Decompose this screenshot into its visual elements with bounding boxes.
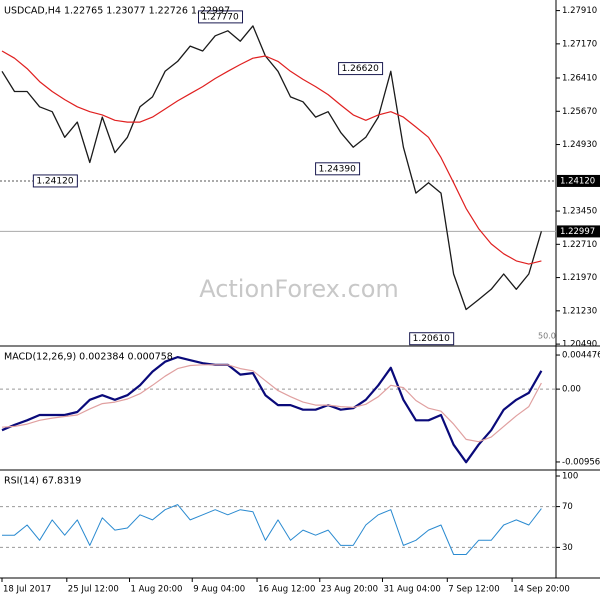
- price-tag-label: 1.24120: [560, 176, 595, 186]
- annotation-label: 1.24120: [36, 176, 73, 186]
- annotation-label: 1.26620: [342, 64, 379, 74]
- annotation-label: 1.27770: [202, 12, 239, 22]
- annotation-box: [338, 62, 384, 76]
- x-tick-label: 1 Aug 20:00: [131, 585, 183, 595]
- x-tick-label: 7 Sep 12:00: [448, 585, 499, 595]
- annotation-box: [32, 174, 78, 188]
- y-tick-label: 1.24930: [562, 140, 597, 150]
- panel-title: MACD(12,26,9) 0.002384 0.000758: [4, 352, 173, 363]
- y-tick-label: 1.26410: [562, 74, 597, 84]
- y-tick-label: 1.21970: [562, 273, 597, 283]
- series-line: [1, 25, 543, 311]
- price-tag-label: 1.22997: [560, 227, 595, 237]
- y-tick-label: 1.23450: [562, 207, 597, 217]
- panel-title: RSI(14) 67.8319: [4, 476, 81, 487]
- y-tick-label: 0.00: [562, 385, 581, 395]
- x-tick-label: 14 Sep 20:00: [513, 585, 570, 595]
- x-tick-label: 23 Aug 20:00: [321, 585, 378, 595]
- watermark: ActionForex.com: [199, 275, 399, 303]
- x-tick-label: 9 Aug 04:00: [193, 585, 245, 595]
- annotation-box: [198, 10, 244, 24]
- x-tick-label: 16 Aug 12:00: [258, 585, 315, 595]
- y-tick-label: 30: [562, 543, 573, 553]
- y-tick-label: 1.22710: [562, 240, 597, 250]
- y-tick-label: 100: [562, 472, 578, 482]
- annotation-label: 1.24390: [319, 164, 356, 174]
- series-line: [1, 50, 542, 265]
- series-line: [1, 364, 542, 443]
- y-tick-label: 1.27910: [562, 6, 597, 16]
- series-line: [1, 356, 543, 464]
- x-tick-label: 18 Jul 2017: [3, 585, 51, 595]
- y-tick-label: -0.009567: [562, 457, 600, 467]
- y-tick-label: 1.27170: [562, 39, 597, 49]
- annotation-label: 1.20610: [413, 334, 450, 344]
- x-tick-label: 25 Jul 12:00: [68, 585, 119, 595]
- price-tag: [557, 225, 600, 238]
- y-tick-label: 1.20490: [562, 340, 597, 350]
- series-line: [2, 504, 542, 555]
- price-tag: [557, 174, 600, 187]
- annotation-box: [409, 332, 455, 346]
- annotation-box: [315, 162, 361, 176]
- panel-title: USDCAD,H4 1.22765 1.23077 1.22726 1.2299…: [4, 6, 230, 17]
- y-tick-label: 1.21230: [562, 306, 597, 316]
- y-tick-label: 1.25670: [562, 107, 597, 117]
- y-tick-label: 70: [562, 502, 573, 512]
- y-tick-label: 0.004476: [562, 351, 600, 361]
- ma-label: 50.0: [538, 332, 556, 341]
- x-tick-label: 31 Aug 04:00: [383, 585, 440, 595]
